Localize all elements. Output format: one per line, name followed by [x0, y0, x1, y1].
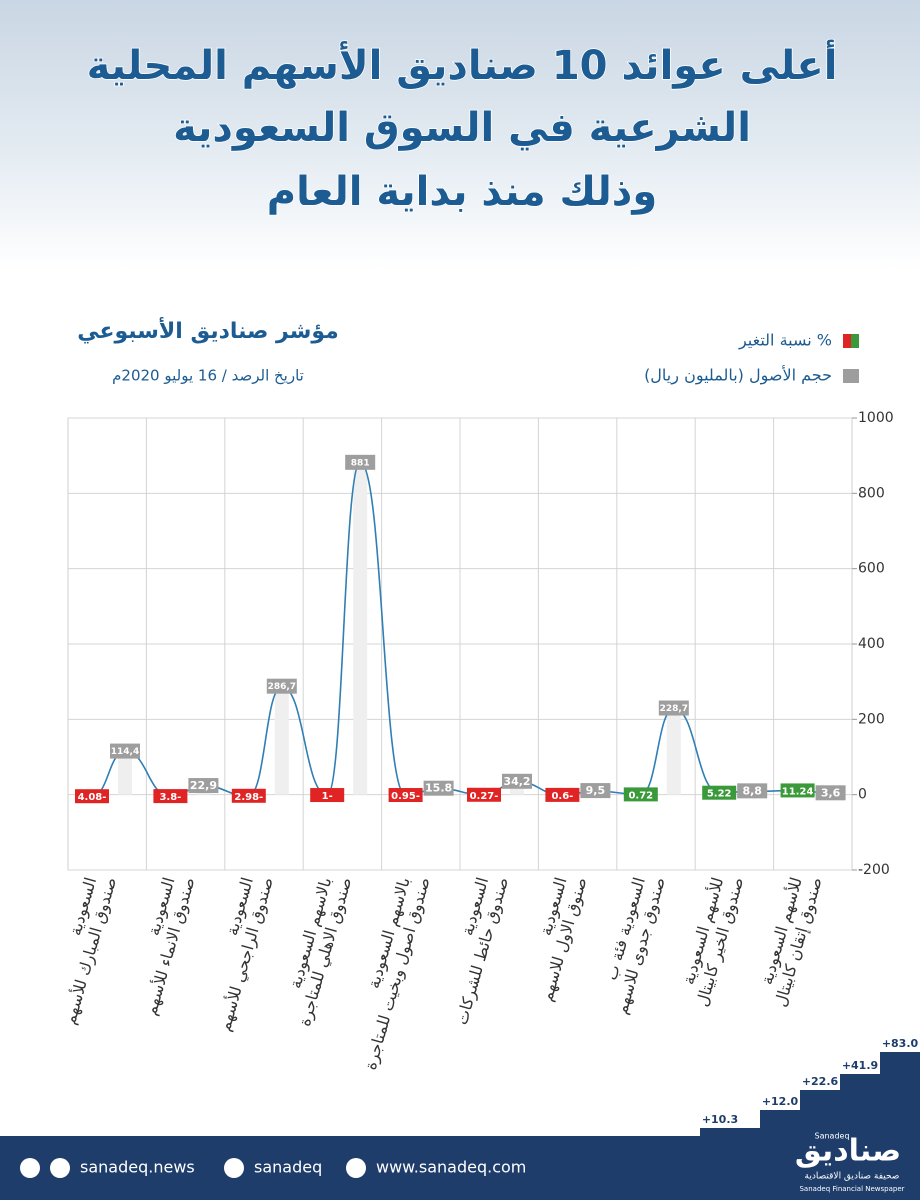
- asset-label: 286,7: [268, 682, 296, 692]
- legend-label: حجم الأصول (بالمليون ريال): [644, 365, 832, 386]
- asset-label-box: [502, 773, 532, 789]
- y-tick-label: 0: [858, 787, 867, 803]
- change-label-box: [388, 788, 423, 803]
- asset-label: 3,6: [821, 786, 841, 799]
- tagline-ar: صحيفة صناديق الاقتصادية: [805, 1172, 900, 1182]
- step-label: +83.0: [882, 1037, 919, 1050]
- asset-label-box: [737, 783, 768, 799]
- curve-segment: [359, 462, 407, 796]
- legend: نسبة التغير % حجم الأصول (بالمليون ريال): [644, 331, 859, 386]
- change-label: 5.22: [707, 789, 732, 800]
- change-label: 0.6-: [551, 791, 573, 802]
- legend-label: نسبة التغير %: [738, 331, 832, 351]
- twitter-handle: sanadeq: [254, 1158, 322, 1177]
- change-label-box: [702, 785, 737, 800]
- asset-label-box: [110, 743, 140, 759]
- asset-label: 228,7: [660, 704, 688, 714]
- change-label: 11.24: [782, 786, 814, 797]
- y-tick-label: 600: [858, 561, 885, 577]
- change-label: 3.8-: [159, 792, 181, 803]
- change-label-box: [467, 787, 501, 802]
- asset-label: 9,5: [586, 784, 606, 797]
- title-line: وذلك منذ بداية العام: [267, 169, 657, 215]
- y-tick-label: 400: [858, 636, 885, 652]
- website: www.sanadeq.com: [376, 1158, 526, 1177]
- legend-swatch: [843, 369, 859, 383]
- asset-label: 15.8: [425, 782, 452, 795]
- asset-label: 34,2: [503, 775, 530, 788]
- web-icon: [346, 1158, 366, 1178]
- title-line: أعلى عوائد 10 صناديق الأسهم المحلية: [87, 39, 838, 89]
- social-handle: sanadeq.news: [80, 1158, 195, 1177]
- title-line: الشرعية في السوق السعودية: [173, 105, 751, 151]
- change-label: 1-: [322, 791, 333, 802]
- asset-label: 114,4: [111, 747, 139, 757]
- asset-bar: [353, 462, 368, 795]
- change-label-box: [310, 788, 345, 803]
- change-label: 0.95-: [391, 791, 420, 802]
- asset-label-box: [815, 785, 846, 801]
- asset-bar: [274, 686, 289, 795]
- asset-label-box: [658, 700, 689, 716]
- curve-segment: [326, 462, 361, 796]
- twitter-icon: [224, 1158, 244, 1178]
- asset-label-box: [188, 778, 219, 794]
- step: [880, 1052, 920, 1136]
- steps: +10.3 +12.0+22.6+41.9 +83.0: [700, 1037, 920, 1136]
- change-label-box: [153, 789, 188, 804]
- chart-title: مؤشر صناديق الأسبوعي: [77, 316, 339, 344]
- footer-bar: [0, 1136, 920, 1200]
- step-label: +10.3: [702, 1113, 738, 1126]
- change-label: 0.72: [628, 790, 653, 801]
- legend-swatch: [843, 334, 851, 348]
- step-label: +12.0: [762, 1095, 799, 1108]
- asset-label-box: [266, 678, 297, 694]
- asset-label-box: [580, 783, 611, 799]
- y-tick-label: 800: [858, 485, 885, 501]
- facebook-icon: [20, 1158, 40, 1178]
- title-group: أعلى عوائد 10 صناديق الأسهم المحلية الشر…: [86, 38, 838, 216]
- step-label: +41.9: [842, 1059, 878, 1072]
- y-tick-label: 200: [858, 711, 885, 727]
- change-label-box: [75, 789, 109, 804]
- change-label-box: [623, 787, 658, 802]
- change-label: 4.08-: [78, 792, 107, 803]
- step-label: +22.6: [802, 1075, 839, 1088]
- y-tick-label: 1000: [858, 410, 894, 426]
- logo-latin: Sanadeq: [814, 1132, 849, 1141]
- asset-label: 8,8: [742, 784, 762, 797]
- tagline-en: Sanadeq Financial Newspaper: [799, 1185, 904, 1193]
- legend-swatch: [851, 334, 859, 348]
- asset-label: 881: [351, 458, 370, 468]
- asset-bar: [118, 751, 132, 795]
- asset-bar: [666, 708, 681, 795]
- instagram-icon: [50, 1158, 70, 1178]
- logo: صناديق: [795, 1134, 901, 1169]
- change-label: 0.27-: [470, 791, 499, 802]
- asset-label-box: [423, 780, 454, 796]
- change-label-box: [780, 783, 815, 798]
- chart-subtitle: تاريخ الرصد / 16 يوليو 2020م: [112, 367, 304, 385]
- change-label-box: [231, 788, 266, 803]
- change-label-box: [545, 787, 580, 802]
- asset-label-box: [345, 454, 376, 470]
- y-tick-label: -200: [858, 862, 890, 878]
- header-background: [0, 0, 920, 270]
- asset-label: 22,9: [190, 779, 217, 792]
- change-label: 2.98-: [234, 792, 263, 803]
